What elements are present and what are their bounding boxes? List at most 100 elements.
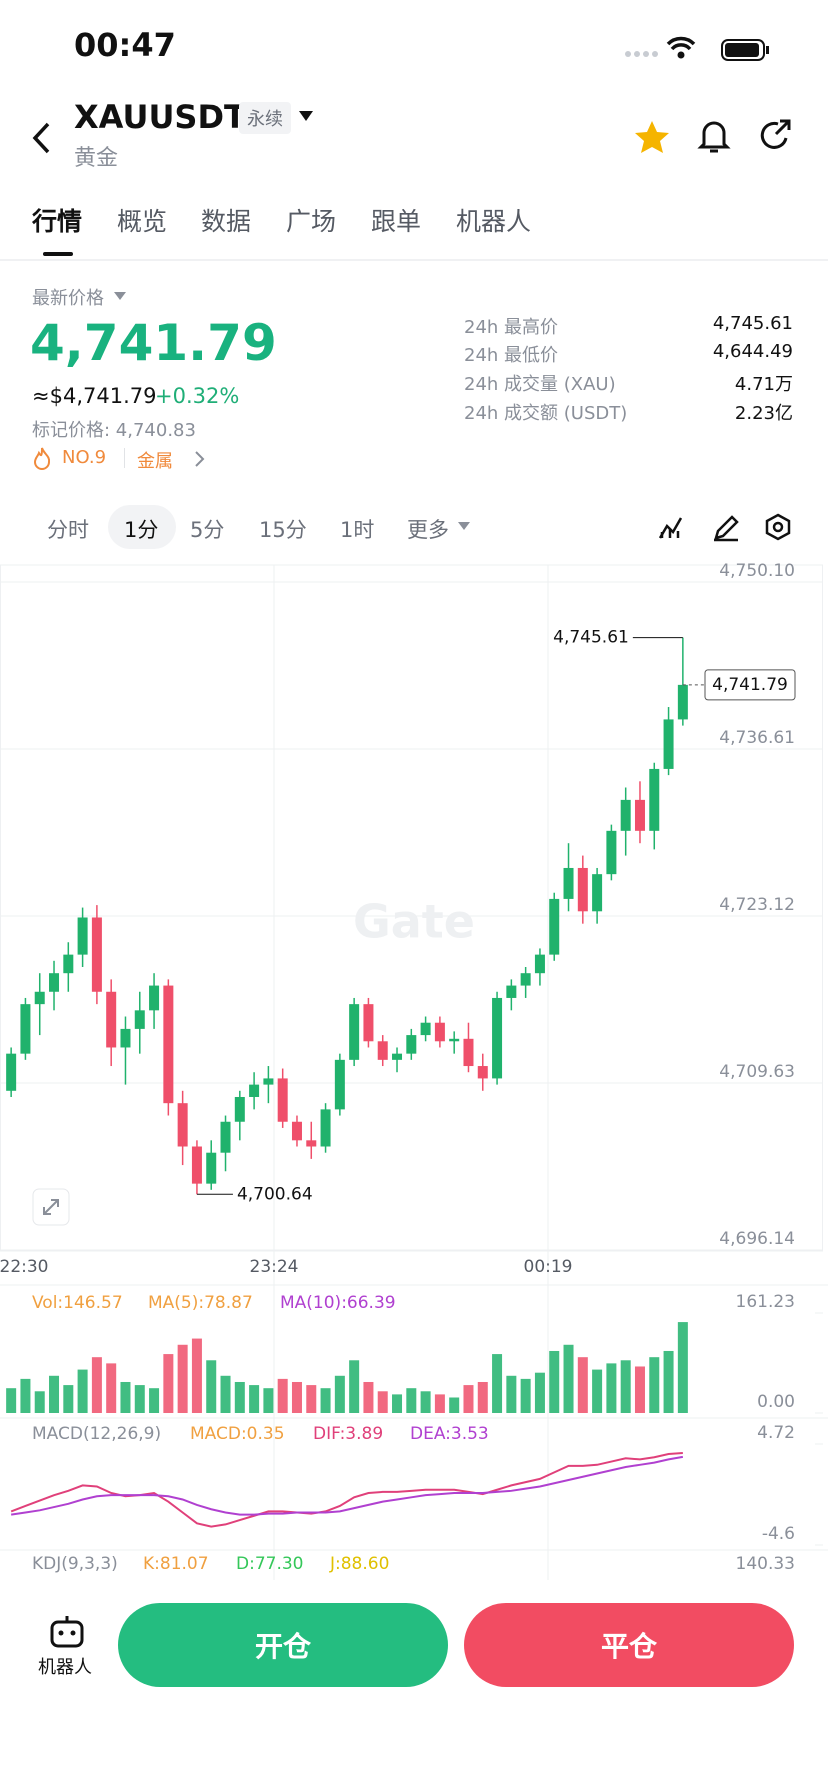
stat-label: 24h 最高价 [464,317,559,338]
volume-bar [492,1354,503,1413]
volume-bar [520,1378,531,1413]
candle-body [449,1038,460,1042]
alert-button[interactable] [694,116,734,156]
volume-bar [620,1360,631,1413]
candle-body [177,1103,188,1147]
tab[interactable]: 广场 [286,207,337,236]
candle-body [420,1022,431,1036]
chart-tools[interactable] [656,512,804,542]
volume-bar [592,1369,603,1413]
stat-value: 4.71万 [734,374,793,395]
volume-bar [506,1375,517,1413]
last-price-box [704,669,796,701]
candle-body [206,1152,217,1184]
candle-body [377,1041,388,1060]
fullscreen-button[interactable] [32,1188,70,1226]
favorite-button[interactable] [632,118,672,158]
candle-body [549,898,560,955]
candle-body [249,1084,260,1097]
dropdown-icon[interactable] [298,110,314,122]
tab[interactable]: 数据 [201,207,252,236]
candle-body [506,985,517,998]
watermark: Gate [353,895,475,949]
candle-body [306,1140,317,1147]
tab[interactable]: 机器人 [456,207,532,236]
candle-body [91,917,102,992]
legend-item: K:81.07 [143,1554,209,1574]
volume-bar [163,1354,174,1413]
tab[interactable]: 跟单 [371,207,422,236]
stat-label: 24h 成交量 (XAU) [464,374,616,395]
candle-body [620,799,631,831]
volume-bar [449,1397,460,1413]
volume-bar [477,1381,488,1413]
candle-body [392,1053,403,1060]
tab[interactable]: 行情 [32,207,83,236]
interval[interactable]: 1时 [340,518,375,542]
dropdown-icon[interactable] [458,522,470,531]
symbol[interactable]: XAUUSDT [74,98,246,136]
candle-body [349,1004,360,1060]
interval[interactable]: 分时 [47,518,89,542]
volume-bar [6,1388,17,1413]
candle-body [606,830,617,875]
candle-body [592,874,603,912]
candle-body [334,1059,345,1110]
rank[interactable]: NO.9 [62,447,107,468]
candle-body [291,1121,302,1141]
back-button[interactable] [30,120,54,156]
usd-price: ≈$4,741.79 [32,384,157,408]
close-button[interactable]: 平仓 [464,1603,794,1687]
interval[interactable]: 15分 [259,518,307,542]
interval[interactable]: 更多 [407,518,449,542]
volume-bar [577,1357,588,1413]
candle-body [649,768,660,831]
sector[interactable]: 金属 [137,451,173,472]
price-label: 最新价格 [32,288,104,309]
candle-body [320,1109,331,1147]
candle-body [34,991,45,1005]
contract-tag: 永续 [239,102,291,134]
macd-line [10,1455,684,1516]
interval[interactable]: 1分 [124,518,159,542]
volume-bar [663,1350,674,1413]
mark-price: 标记价格: 4,740.83 [32,420,196,441]
tab[interactable]: 概览 [117,207,168,236]
volume-bar [234,1381,245,1413]
dropdown-icon[interactable] [114,292,126,301]
symbol-subtitle: 黄金 [74,146,119,171]
volume-bar [334,1375,345,1413]
y-tick-label: 161.23 [736,1292,795,1312]
interval[interactable]: 5分 [190,518,225,542]
volume-bar [392,1394,403,1413]
volume-bar [77,1369,88,1413]
candle-body [534,954,545,974]
candle-body [191,1146,202,1184]
candle-body [63,954,74,974]
legend-item: DEA:3.53 [410,1424,489,1444]
share-button[interactable] [756,116,796,156]
volume-bar [277,1378,288,1413]
tab-indicator [43,252,73,256]
volume-bar [534,1372,545,1413]
candle-body [577,867,588,912]
candle-body [477,1066,488,1079]
legend-item: MA(5):78.87 [148,1293,253,1313]
open-button[interactable]: 开仓 [118,1603,448,1687]
chart-frame [0,564,823,1252]
stat-value: 2.23亿 [734,403,793,424]
volume-bar [549,1350,560,1413]
candle-body [6,1053,17,1091]
interval-pill [108,505,176,549]
x-tick-label: 23:24 [250,1257,299,1277]
y-tick-label: -4.6 [762,1524,795,1544]
macd-line [10,1451,683,1528]
x-tick-label: 22:30 [0,1257,49,1277]
robot-icon[interactable] [48,1614,86,1650]
robot-label[interactable]: 机器人 [38,1657,92,1678]
candle-body [106,991,117,1048]
volume-bar [134,1385,145,1413]
candle-body [49,973,60,992]
volume-bar [677,1322,688,1413]
